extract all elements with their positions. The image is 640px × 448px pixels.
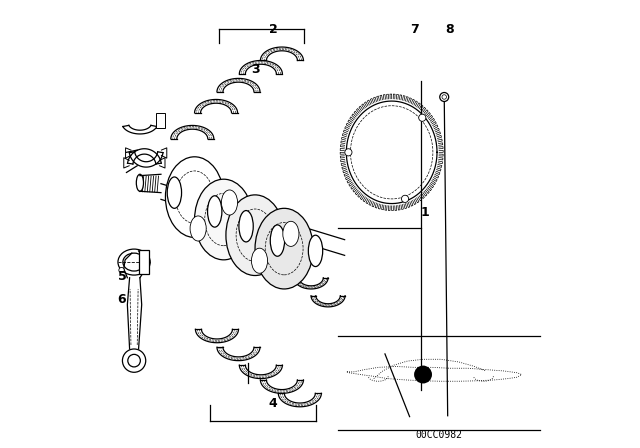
Ellipse shape (239, 211, 253, 242)
Ellipse shape (221, 190, 237, 215)
Ellipse shape (190, 216, 206, 241)
Text: 6: 6 (118, 293, 126, 306)
Ellipse shape (283, 221, 299, 246)
Text: 00CC0982: 00CC0982 (415, 431, 462, 440)
Ellipse shape (270, 225, 285, 256)
Ellipse shape (252, 248, 268, 273)
Polygon shape (161, 184, 345, 255)
Circle shape (401, 195, 408, 202)
FancyBboxPatch shape (157, 113, 165, 128)
Ellipse shape (195, 179, 253, 260)
Text: 3: 3 (251, 63, 259, 76)
Ellipse shape (167, 177, 182, 208)
Text: 7: 7 (410, 22, 419, 36)
Ellipse shape (255, 208, 314, 289)
Text: 1: 1 (421, 206, 429, 220)
Circle shape (414, 366, 432, 383)
Text: 5: 5 (118, 270, 126, 284)
Ellipse shape (226, 195, 284, 276)
Ellipse shape (308, 235, 323, 267)
Circle shape (144, 267, 149, 273)
Ellipse shape (118, 249, 150, 275)
Circle shape (345, 149, 352, 156)
Ellipse shape (207, 196, 222, 227)
Ellipse shape (165, 157, 224, 237)
Circle shape (128, 354, 140, 367)
Text: 4: 4 (269, 396, 277, 410)
Circle shape (119, 267, 124, 273)
Text: 8: 8 (445, 22, 454, 36)
Circle shape (419, 114, 426, 121)
Circle shape (440, 93, 449, 102)
Text: 2: 2 (269, 22, 277, 36)
Circle shape (442, 95, 447, 99)
FancyBboxPatch shape (139, 250, 149, 274)
Ellipse shape (123, 253, 145, 271)
Ellipse shape (136, 174, 143, 191)
Circle shape (122, 349, 146, 372)
